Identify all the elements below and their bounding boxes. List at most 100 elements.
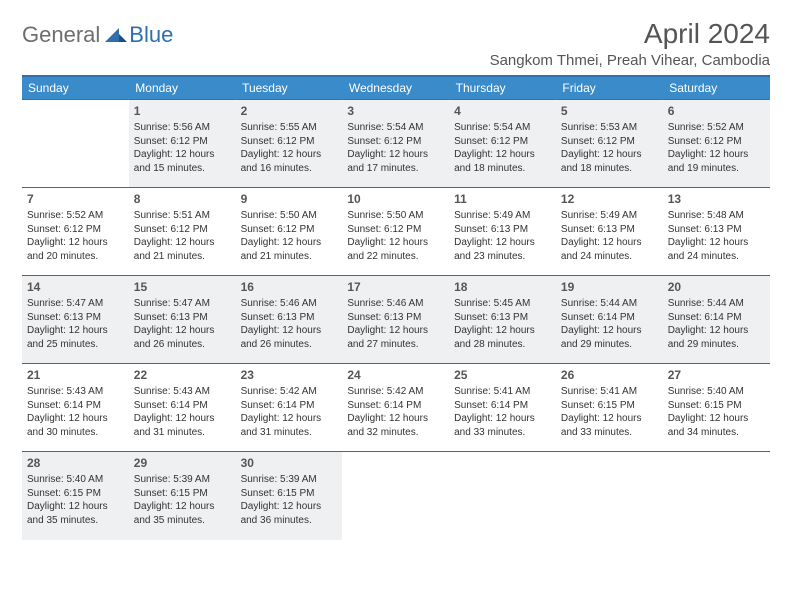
title-block: April 2024 Sangkom Thmei, Preah Vihear, … bbox=[490, 18, 770, 69]
day-detail: Sunset: 6:15 PM bbox=[27, 487, 124, 501]
day-number: 23 bbox=[241, 367, 338, 383]
day-number: 24 bbox=[347, 367, 444, 383]
day-number: 3 bbox=[347, 103, 444, 119]
day-cell: 27Sunrise: 5:40 AMSunset: 6:15 PMDayligh… bbox=[663, 364, 770, 452]
day-detail: Daylight: 12 hours bbox=[668, 324, 765, 338]
day-detail: Daylight: 12 hours bbox=[241, 324, 338, 338]
day-detail: Sunset: 6:12 PM bbox=[134, 223, 231, 237]
day-cell: 24Sunrise: 5:42 AMSunset: 6:14 PMDayligh… bbox=[342, 364, 449, 452]
day-header: Friday bbox=[556, 76, 663, 100]
day-detail: Sunrise: 5:39 AM bbox=[134, 473, 231, 487]
day-number: 25 bbox=[454, 367, 551, 383]
day-number: 16 bbox=[241, 279, 338, 295]
day-detail: Sunset: 6:12 PM bbox=[347, 223, 444, 237]
day-detail: and 27 minutes. bbox=[347, 338, 444, 352]
day-detail: Daylight: 12 hours bbox=[134, 412, 231, 426]
day-cell: 21Sunrise: 5:43 AMSunset: 6:14 PMDayligh… bbox=[22, 364, 129, 452]
day-detail: Sunrise: 5:53 AM bbox=[561, 121, 658, 135]
day-cell: 25Sunrise: 5:41 AMSunset: 6:14 PMDayligh… bbox=[449, 364, 556, 452]
day-detail: and 34 minutes. bbox=[668, 426, 765, 440]
day-detail: Sunset: 6:14 PM bbox=[454, 399, 551, 413]
day-cell: 17Sunrise: 5:46 AMSunset: 6:13 PMDayligh… bbox=[342, 276, 449, 364]
day-number: 20 bbox=[668, 279, 765, 295]
day-cell: 11Sunrise: 5:49 AMSunset: 6:13 PMDayligh… bbox=[449, 188, 556, 276]
day-detail: Daylight: 12 hours bbox=[668, 148, 765, 162]
day-cell: 9Sunrise: 5:50 AMSunset: 6:12 PMDaylight… bbox=[236, 188, 343, 276]
day-detail: Sunrise: 5:49 AM bbox=[454, 209, 551, 223]
day-number: 28 bbox=[27, 455, 124, 471]
day-detail: and 29 minutes. bbox=[561, 338, 658, 352]
day-cell bbox=[663, 452, 770, 540]
week-row: 7Sunrise: 5:52 AMSunset: 6:12 PMDaylight… bbox=[22, 188, 770, 276]
day-number: 2 bbox=[241, 103, 338, 119]
day-detail: and 18 minutes. bbox=[454, 162, 551, 176]
day-detail: Daylight: 12 hours bbox=[668, 236, 765, 250]
week-row: 14Sunrise: 5:47 AMSunset: 6:13 PMDayligh… bbox=[22, 276, 770, 364]
day-detail: Daylight: 12 hours bbox=[241, 500, 338, 514]
day-detail: Sunset: 6:15 PM bbox=[668, 399, 765, 413]
day-detail: Sunset: 6:14 PM bbox=[27, 399, 124, 413]
day-detail: Sunrise: 5:56 AM bbox=[134, 121, 231, 135]
day-number: 9 bbox=[241, 191, 338, 207]
day-detail: Sunrise: 5:47 AM bbox=[27, 297, 124, 311]
day-number: 10 bbox=[347, 191, 444, 207]
day-header: Saturday bbox=[663, 76, 770, 100]
day-detail: Sunrise: 5:41 AM bbox=[561, 385, 658, 399]
brand-part1: General bbox=[22, 22, 100, 48]
day-cell: 12Sunrise: 5:49 AMSunset: 6:13 PMDayligh… bbox=[556, 188, 663, 276]
day-detail: Daylight: 12 hours bbox=[347, 412, 444, 426]
day-detail: Daylight: 12 hours bbox=[27, 500, 124, 514]
day-detail: Daylight: 12 hours bbox=[347, 324, 444, 338]
day-detail: Daylight: 12 hours bbox=[668, 412, 765, 426]
day-detail: and 21 minutes. bbox=[241, 250, 338, 264]
day-detail: Sunrise: 5:39 AM bbox=[241, 473, 338, 487]
day-cell: 6Sunrise: 5:52 AMSunset: 6:12 PMDaylight… bbox=[663, 100, 770, 188]
day-number: 13 bbox=[668, 191, 765, 207]
day-cell: 22Sunrise: 5:43 AMSunset: 6:14 PMDayligh… bbox=[129, 364, 236, 452]
calendar-head: SundayMondayTuesdayWednesdayThursdayFrid… bbox=[22, 76, 770, 100]
calendar-body: 1Sunrise: 5:56 AMSunset: 6:12 PMDaylight… bbox=[22, 100, 770, 540]
day-detail: and 26 minutes. bbox=[134, 338, 231, 352]
day-detail: Sunrise: 5:48 AM bbox=[668, 209, 765, 223]
day-detail: and 35 minutes. bbox=[27, 514, 124, 528]
day-cell: 23Sunrise: 5:42 AMSunset: 6:14 PMDayligh… bbox=[236, 364, 343, 452]
day-cell: 13Sunrise: 5:48 AMSunset: 6:13 PMDayligh… bbox=[663, 188, 770, 276]
day-detail: Daylight: 12 hours bbox=[347, 148, 444, 162]
day-header: Thursday bbox=[449, 76, 556, 100]
day-cell bbox=[556, 452, 663, 540]
day-number: 19 bbox=[561, 279, 658, 295]
day-detail: Sunset: 6:14 PM bbox=[561, 311, 658, 325]
day-detail: and 36 minutes. bbox=[241, 514, 338, 528]
day-detail: Sunset: 6:14 PM bbox=[241, 399, 338, 413]
day-detail: Daylight: 12 hours bbox=[454, 236, 551, 250]
day-cell: 19Sunrise: 5:44 AMSunset: 6:14 PMDayligh… bbox=[556, 276, 663, 364]
day-detail: Daylight: 12 hours bbox=[241, 236, 338, 250]
day-detail: Sunset: 6:14 PM bbox=[668, 311, 765, 325]
day-detail: Daylight: 12 hours bbox=[241, 412, 338, 426]
day-detail: and 24 minutes. bbox=[668, 250, 765, 264]
calendar-table: SundayMondayTuesdayWednesdayThursdayFrid… bbox=[22, 75, 770, 540]
day-detail: Sunset: 6:12 PM bbox=[134, 135, 231, 149]
brand-logo: General Blue bbox=[22, 22, 173, 48]
day-cell: 15Sunrise: 5:47 AMSunset: 6:13 PMDayligh… bbox=[129, 276, 236, 364]
day-detail: Sunset: 6:12 PM bbox=[27, 223, 124, 237]
day-detail: and 28 minutes. bbox=[454, 338, 551, 352]
day-detail: Sunrise: 5:49 AM bbox=[561, 209, 658, 223]
day-detail: Daylight: 12 hours bbox=[27, 236, 124, 250]
brand-part2: Blue bbox=[129, 22, 173, 48]
day-detail: Daylight: 12 hours bbox=[347, 236, 444, 250]
day-number: 21 bbox=[27, 367, 124, 383]
day-detail: Sunset: 6:15 PM bbox=[134, 487, 231, 501]
day-detail: Sunset: 6:12 PM bbox=[454, 135, 551, 149]
day-detail: Sunset: 6:13 PM bbox=[27, 311, 124, 325]
day-detail: Sunset: 6:13 PM bbox=[134, 311, 231, 325]
day-detail: Sunrise: 5:51 AM bbox=[134, 209, 231, 223]
day-detail: Sunrise: 5:40 AM bbox=[668, 385, 765, 399]
location: Sangkom Thmei, Preah Vihear, Cambodia bbox=[490, 52, 770, 69]
day-detail: Sunrise: 5:52 AM bbox=[27, 209, 124, 223]
day-detail: and 25 minutes. bbox=[27, 338, 124, 352]
day-detail: and 22 minutes. bbox=[347, 250, 444, 264]
day-header: Tuesday bbox=[236, 76, 343, 100]
day-detail: and 23 minutes. bbox=[454, 250, 551, 264]
month-title: April 2024 bbox=[490, 18, 770, 50]
